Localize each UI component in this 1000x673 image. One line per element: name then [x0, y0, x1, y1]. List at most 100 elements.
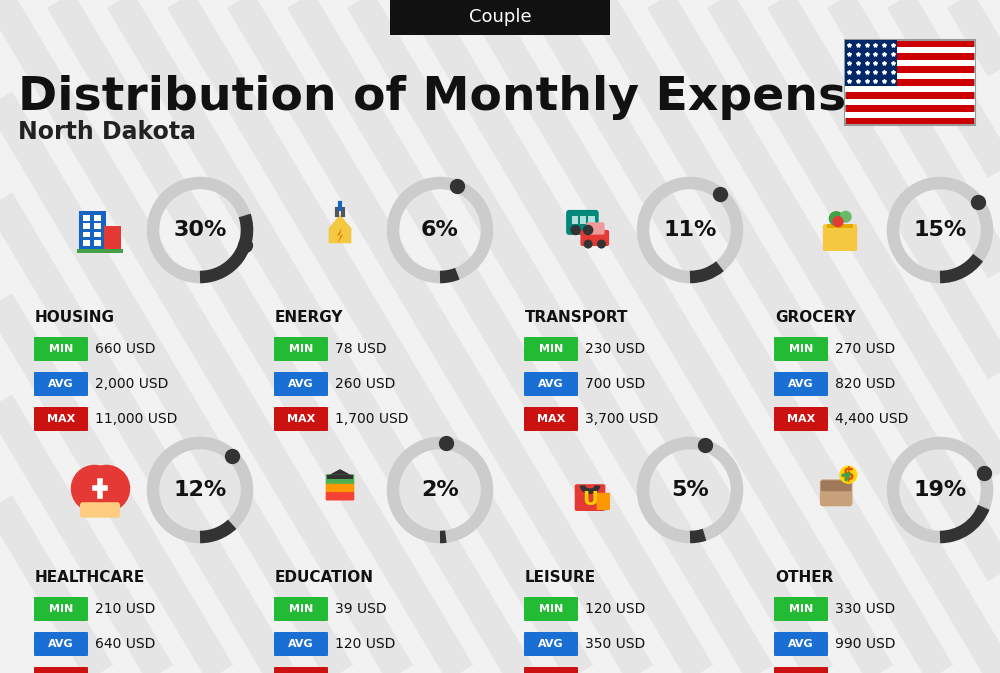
FancyBboxPatch shape	[774, 632, 828, 656]
Polygon shape	[329, 469, 351, 474]
Text: AVG: AVG	[788, 379, 814, 389]
FancyBboxPatch shape	[774, 597, 828, 621]
FancyBboxPatch shape	[83, 223, 90, 229]
FancyBboxPatch shape	[823, 224, 857, 251]
Text: 30%: 30%	[173, 220, 227, 240]
FancyBboxPatch shape	[326, 483, 354, 492]
FancyBboxPatch shape	[586, 222, 605, 235]
Text: 6%: 6%	[421, 220, 459, 240]
FancyBboxPatch shape	[524, 337, 578, 361]
Text: 5%: 5%	[671, 480, 709, 500]
FancyBboxPatch shape	[845, 73, 975, 79]
Text: 4,400 USD: 4,400 USD	[835, 412, 908, 426]
FancyBboxPatch shape	[572, 215, 578, 224]
FancyBboxPatch shape	[820, 479, 852, 506]
FancyBboxPatch shape	[83, 232, 90, 237]
Text: AVG: AVG	[788, 639, 814, 649]
Text: AVG: AVG	[538, 639, 564, 649]
Text: AVG: AVG	[48, 639, 74, 649]
FancyBboxPatch shape	[274, 407, 328, 431]
Text: 230 USD: 230 USD	[585, 342, 645, 356]
FancyBboxPatch shape	[34, 372, 88, 396]
Text: MAX: MAX	[787, 414, 815, 424]
FancyBboxPatch shape	[83, 215, 90, 221]
FancyBboxPatch shape	[845, 60, 975, 66]
Circle shape	[598, 240, 605, 248]
Text: 120 USD: 120 USD	[335, 637, 395, 651]
FancyBboxPatch shape	[79, 211, 106, 249]
Circle shape	[571, 225, 580, 235]
Text: 210 USD: 210 USD	[95, 602, 155, 616]
FancyBboxPatch shape	[274, 372, 328, 396]
Text: MIN: MIN	[49, 604, 73, 614]
Text: 620 USD: 620 USD	[335, 672, 395, 673]
Text: MIN: MIN	[539, 344, 563, 354]
FancyBboxPatch shape	[845, 46, 975, 53]
FancyBboxPatch shape	[845, 85, 975, 92]
Text: ENERGY: ENERGY	[275, 310, 344, 325]
Text: EDUCATION: EDUCATION	[275, 570, 374, 585]
FancyBboxPatch shape	[827, 224, 853, 228]
Text: 1,900 USD: 1,900 USD	[585, 672, 659, 673]
Text: 15%: 15%	[913, 220, 967, 240]
Text: 260 USD: 260 USD	[335, 377, 395, 391]
Text: 700 USD: 700 USD	[585, 377, 645, 391]
Text: MIN: MIN	[539, 604, 563, 614]
Text: MIN: MIN	[49, 344, 73, 354]
FancyBboxPatch shape	[580, 230, 609, 246]
FancyBboxPatch shape	[34, 337, 88, 361]
FancyBboxPatch shape	[774, 667, 828, 673]
FancyBboxPatch shape	[34, 632, 88, 656]
FancyBboxPatch shape	[845, 112, 975, 118]
FancyBboxPatch shape	[588, 215, 595, 224]
FancyBboxPatch shape	[524, 407, 578, 431]
FancyBboxPatch shape	[845, 40, 897, 85]
FancyBboxPatch shape	[580, 215, 586, 224]
Text: 270 USD: 270 USD	[835, 342, 895, 356]
FancyBboxPatch shape	[845, 99, 975, 106]
Text: 2,000 USD: 2,000 USD	[95, 377, 168, 391]
FancyBboxPatch shape	[326, 474, 354, 484]
Circle shape	[840, 211, 851, 222]
FancyBboxPatch shape	[77, 249, 123, 253]
Text: U: U	[582, 490, 598, 509]
FancyBboxPatch shape	[390, 0, 610, 35]
Text: OTHER: OTHER	[775, 570, 833, 585]
Text: 350 USD: 350 USD	[585, 637, 645, 651]
FancyBboxPatch shape	[94, 223, 101, 229]
Text: 990 USD: 990 USD	[835, 637, 896, 651]
Text: Couple: Couple	[469, 9, 531, 26]
FancyBboxPatch shape	[821, 481, 852, 491]
Text: 330 USD: 330 USD	[835, 602, 895, 616]
Text: MAX: MAX	[47, 414, 75, 424]
FancyBboxPatch shape	[34, 667, 88, 673]
Text: 39 USD: 39 USD	[335, 602, 387, 616]
FancyBboxPatch shape	[774, 372, 828, 396]
FancyBboxPatch shape	[274, 632, 328, 656]
Circle shape	[584, 225, 593, 235]
Text: LEISURE: LEISURE	[525, 570, 596, 585]
Text: 660 USD: 660 USD	[95, 342, 156, 356]
Text: 1,700 USD: 1,700 USD	[335, 412, 409, 426]
FancyBboxPatch shape	[274, 337, 328, 361]
Text: 11%: 11%	[663, 220, 717, 240]
FancyBboxPatch shape	[274, 597, 328, 621]
Circle shape	[840, 466, 857, 483]
Text: 11,000 USD: 11,000 USD	[95, 412, 177, 426]
FancyBboxPatch shape	[34, 407, 88, 431]
Text: MIN: MIN	[289, 604, 313, 614]
Text: 2%: 2%	[421, 480, 459, 500]
FancyBboxPatch shape	[94, 240, 101, 246]
Text: GROCERY: GROCERY	[775, 310, 856, 325]
Polygon shape	[86, 487, 114, 506]
Text: TRANSPORT: TRANSPORT	[525, 310, 629, 325]
FancyBboxPatch shape	[80, 502, 120, 518]
Text: MIN: MIN	[789, 604, 813, 614]
FancyBboxPatch shape	[774, 337, 828, 361]
Text: 19%: 19%	[913, 480, 967, 500]
FancyBboxPatch shape	[774, 407, 828, 431]
Circle shape	[584, 240, 592, 248]
Text: MAX: MAX	[537, 414, 565, 424]
FancyBboxPatch shape	[94, 215, 101, 221]
Text: 3,700 USD: 3,700 USD	[585, 412, 658, 426]
